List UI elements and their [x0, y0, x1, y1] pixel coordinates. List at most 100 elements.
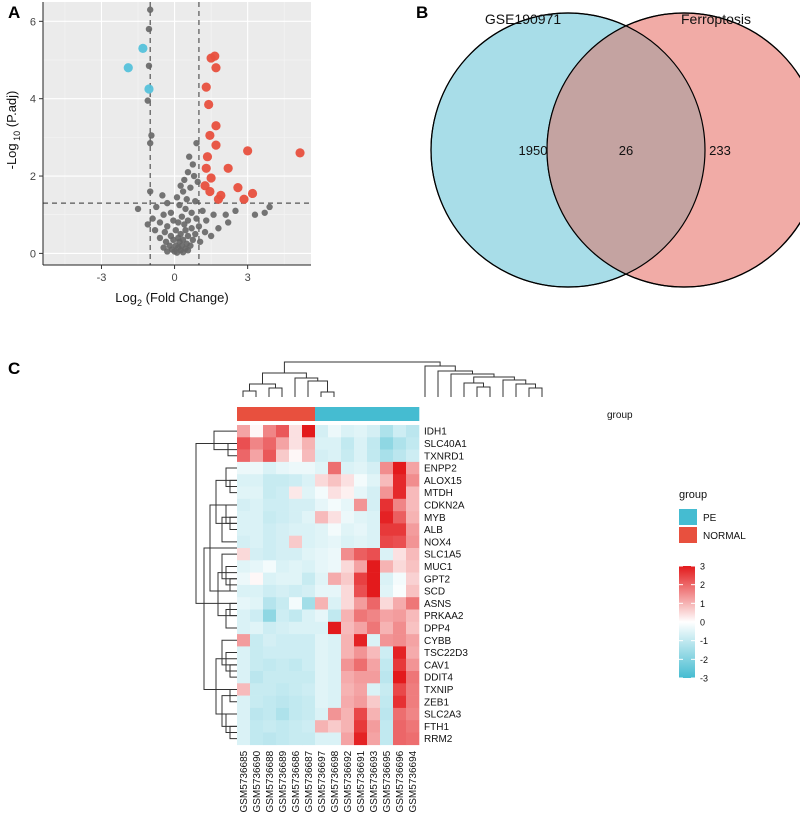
row-dendrogram-branch: [225, 713, 237, 733]
color-scale-label: -2: [700, 655, 708, 665]
heatmap-cell: [393, 437, 407, 450]
row-dendrogram: [195, 430, 237, 740]
gene-label: MYB: [424, 513, 446, 524]
heatmap-cell: [289, 486, 303, 500]
column-dendrogram: [242, 361, 543, 397]
heatmap-cell: [393, 609, 407, 623]
heatmap-cell: [367, 548, 381, 561]
heatmap-cell: [328, 621, 342, 635]
color-scale-label: 1: [700, 599, 705, 609]
heatmap-cell: [315, 646, 329, 659]
heatmap-cell: [380, 535, 394, 549]
heatmap-cell: [302, 658, 316, 672]
volcano-point-ns: [161, 228, 169, 236]
sample-label: GSM5736696: [395, 750, 406, 812]
heatmap-cell: [289, 609, 303, 623]
heatmap-cell: [302, 461, 316, 475]
row-dendrogram-branch: [225, 652, 237, 672]
gene-label: TSC22D3: [424, 648, 468, 659]
heatmap-cell: [237, 720, 251, 733]
volcano-point-up: [223, 163, 233, 173]
heatmap-cell: [354, 548, 368, 561]
heatmap-cell: [276, 732, 290, 746]
heatmap-cell: [263, 634, 277, 647]
heatmap-cell: [237, 572, 251, 586]
heatmap-cell: [393, 597, 407, 610]
heatmap-cell: [263, 658, 277, 672]
heatmap-cell: [354, 646, 368, 659]
heatmap-cell: [276, 474, 290, 487]
volcano-point-ns: [156, 219, 164, 226]
heatmap-cell: [276, 498, 290, 512]
heatmap-cell: [237, 560, 251, 573]
heatmap-cell: [250, 621, 264, 635]
heatmap-cell: [289, 560, 303, 573]
heatmap-cell: [354, 437, 368, 450]
heatmap-cell: [263, 671, 277, 684]
volcano-grid: [43, 2, 311, 265]
heatmap-cell: [315, 609, 329, 623]
venn-outline-left: [430, 12, 706, 288]
color-scale-label: 2: [700, 580, 705, 590]
volcano-y-tick-label: 4: [30, 94, 36, 106]
volcano-xlabel: Log2 (Fold Change): [115, 290, 228, 308]
heatmap-cell: [341, 461, 355, 475]
heatmap-cell: [393, 425, 407, 438]
volcano-point-up: [206, 173, 216, 183]
heatmap-cell: [393, 474, 407, 487]
heatmap-cell: [354, 560, 368, 573]
heatmap-cell: [289, 535, 303, 549]
heatmap-cell: [302, 523, 316, 536]
heatmap-cell: [328, 425, 342, 438]
heatmap-cell: [328, 548, 342, 561]
heatmap-cell: [328, 609, 342, 623]
heatmap-cell: [315, 548, 329, 561]
volcano-point-ns: [199, 207, 206, 215]
sample-label: GSM5736689: [278, 750, 289, 812]
heatmap-cell: [367, 658, 381, 672]
volcano-point-up: [213, 194, 224, 204]
heatmap-cell: [302, 609, 316, 623]
heatmap-cell: [341, 634, 355, 647]
heatmap-cell: [354, 658, 368, 672]
heatmap-cell: [406, 671, 420, 684]
heatmap-cell: [328, 523, 342, 536]
heatmap-cell: [302, 732, 316, 746]
row-dendrogram-branch: [213, 430, 237, 451]
heatmap-cell: [302, 548, 316, 561]
panel-label-b: B: [416, 3, 428, 22]
volcano-point-ns: [177, 182, 184, 189]
gene-label: MUC1: [424, 562, 453, 573]
row-dendrogram-branch: [225, 565, 237, 586]
heatmap-cell: [302, 486, 316, 500]
volcano-x-tick-label: -3: [97, 272, 107, 284]
heatmap-cell: [263, 695, 277, 709]
row-dendrogram-branch: [217, 572, 237, 617]
heatmap-cell: [237, 683, 251, 696]
heatmap-cell: [393, 511, 407, 524]
gene-label: GPT2: [424, 574, 451, 585]
heatmap-cell: [406, 634, 420, 647]
volcano-point-ns: [173, 249, 181, 256]
volcano-point-up: [247, 188, 258, 199]
group-cell-pe: [328, 407, 342, 421]
volcano-point-ns: [175, 219, 182, 226]
heatmap-cell: [354, 683, 368, 696]
volcano-point-ns: [148, 132, 155, 139]
volcano-point-ns: [190, 172, 198, 180]
heatmap-cell: [302, 707, 316, 721]
heatmap-cell: [380, 597, 394, 610]
heatmap-cell: [367, 732, 381, 746]
volcano-point-ns: [193, 139, 200, 147]
heatmap-cell: [393, 658, 407, 672]
heatmap-cell: [354, 720, 368, 733]
heatmap-cell: [315, 560, 329, 573]
heatmap-cell: [315, 634, 329, 647]
gene-label: NOX4: [424, 537, 452, 548]
heatmap-cell: [250, 523, 264, 536]
volcano-point-ns: [266, 203, 273, 211]
gene-label: ALOX15: [424, 476, 462, 487]
panel-label-a: A: [8, 3, 20, 22]
heatmap-cell: [328, 634, 342, 647]
heatmap-cell: [328, 486, 342, 500]
